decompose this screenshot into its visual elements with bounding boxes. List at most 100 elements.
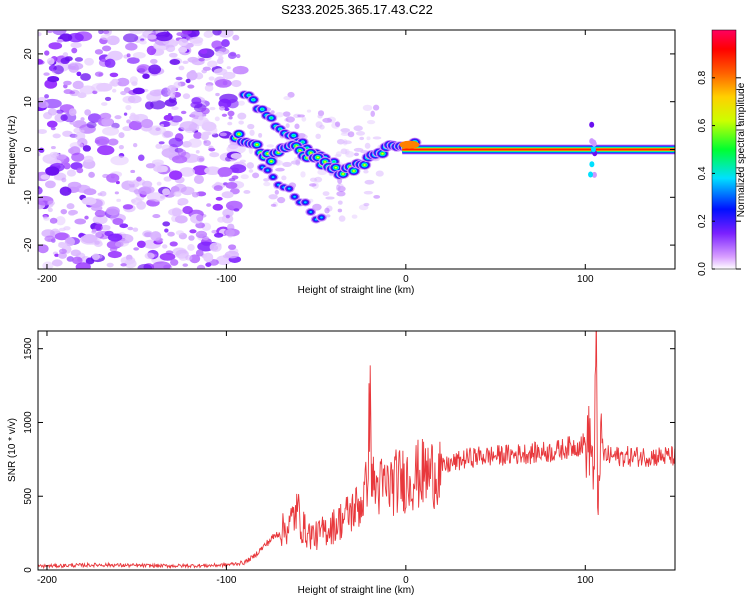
spectrogram-noise-blob [198, 57, 205, 62]
spectrogram-noise-blob [142, 73, 150, 79]
spectrogram-noise-blob [207, 60, 218, 68]
spectrogram-noise-blob [71, 47, 78, 54]
spectrogram-noise-blob [38, 100, 49, 109]
spectrogram-noise-blob [215, 51, 224, 57]
spectrogram-noise-blob [364, 142, 371, 149]
spectrogram-noise-blob [202, 66, 211, 71]
spectrogram-noise-blob [50, 146, 56, 150]
snr-line [38, 331, 675, 570]
spectrogram-noise-blob [150, 100, 166, 110]
spectrogram-noise-blob [164, 228, 169, 233]
spectrogram-noise-blob [152, 213, 161, 219]
spectrogram-noise-blob [38, 147, 45, 153]
spectrogram-signal-blob [591, 171, 597, 178]
spectrogram-noise-blob [46, 57, 55, 65]
spectrogram-noise-blob [285, 123, 290, 129]
spectrogram-signal-blob [279, 128, 282, 131]
colorbar-tick-label: 0.4 [697, 166, 708, 180]
spectrogram-noise-blob [94, 71, 104, 77]
spectrogram-noise-blob [221, 191, 234, 199]
spectrogram-noise-blob [50, 126, 56, 131]
spectrogram-noise-blob [131, 81, 138, 86]
spectrogram-noise-blob [75, 262, 91, 269]
spectrogram-noise-blob [281, 175, 287, 181]
spectrogram-noise-blob [51, 259, 63, 267]
snr-x-tick-label: -200 [37, 575, 57, 586]
spectrogram-noise-blob [109, 72, 119, 78]
spectrogram-noise-blob [101, 117, 114, 127]
spectrogram-noise-blob [149, 58, 158, 64]
spectrogram-noise-blob [233, 208, 240, 212]
spectrogram-noise-blob [73, 127, 81, 134]
spectrogram-noise-blob [208, 147, 216, 152]
spectrogram-noise-blob [227, 110, 235, 117]
spectrogram-noise-blob [355, 131, 366, 136]
spectrogram-noise-blob [76, 71, 82, 77]
spectrogram-noise-blob [136, 200, 147, 210]
spectrogram-noise-blob [238, 100, 245, 106]
spectrogram-noise-blob [193, 174, 204, 184]
spectrogram-noise-blob [315, 133, 321, 139]
spectrogram-noise-blob [187, 84, 195, 89]
spectrogram-noise-blob [91, 228, 97, 233]
snr-y-tick-label: 500 [23, 487, 34, 504]
spectrogram-noise-blob [137, 65, 148, 73]
colorbar-ticks: 0.0 0.2 0.4 0.6 0.8 [697, 70, 741, 276]
spectrogram-noise-blob [208, 126, 218, 135]
spectrogram-noise-blob [174, 215, 188, 224]
spectrogram-noise-blob [222, 71, 236, 80]
spectrogram-noise-blob [91, 82, 109, 92]
spectrogram-noise-blob [71, 256, 83, 265]
spectrogram-noise-blob [195, 230, 208, 239]
spectrogram-noise-blob [136, 240, 146, 249]
spectrogram-noise-blob [101, 102, 108, 106]
spectrogram-noise-blob [44, 235, 56, 242]
spectrogram-noise-blob [132, 51, 146, 59]
spectrogram-noise-blob [149, 89, 163, 97]
spectrogram-noise-blob [140, 118, 154, 129]
spectrogram-noise-blob [249, 129, 255, 136]
spectrogram-noise-blob [53, 65, 64, 75]
spectrogram-signal-blob [591, 140, 597, 147]
spectrogram-noise-blob [46, 120, 58, 128]
spectrogram-noise-blob [126, 53, 131, 58]
spectrogram-noise-blob [193, 131, 203, 140]
spectrogram-noise-blob [102, 30, 110, 35]
spectrogram-noise-blob [199, 49, 208, 54]
spectrogram-noise-blob [87, 113, 102, 123]
spectrogram-noise-blob [43, 72, 50, 76]
spectrogram-noise-blob [118, 132, 125, 139]
spectrogram-noise-blob [55, 216, 66, 226]
spectrogram-x-tick-label: 0 [403, 274, 409, 285]
spectrogram-noise-blob [52, 30, 67, 36]
spectrogram-noise-blob [168, 96, 177, 103]
spectrogram-noise-blob [64, 237, 76, 247]
spectrogram-noise-blob [237, 112, 247, 120]
spectrogram-y-tick-label: -20 [23, 237, 34, 252]
spectrogram-noise-blob [335, 151, 342, 157]
spectrogram-noise-blob [47, 108, 58, 116]
spectrogram-noise-blob [258, 132, 263, 138]
spectrogram-noise-blob [225, 182, 238, 189]
spectrogram-noise-blob [56, 38, 64, 43]
spectrogram-noise-blob [168, 52, 178, 58]
snr-frame [37, 330, 676, 571]
spectrogram-signal-blob [309, 210, 313, 213]
spectrogram-noise-blob [177, 38, 189, 47]
spectrogram-noise-blob [180, 186, 195, 196]
spectrogram-noise-blob [213, 232, 224, 238]
spectrogram-noise-blob [147, 125, 166, 135]
spectrogram-noise-blob [68, 108, 77, 116]
spectrogram-noise-blob [130, 198, 136, 203]
spectrogram-noise-blob [109, 247, 118, 252]
spectrogram-noise-blob [312, 203, 322, 211]
spectrogram-noise-blob [274, 189, 279, 195]
spectrogram-noise-blob [178, 47, 188, 53]
spectrogram-noise-blob [204, 84, 214, 92]
spectrogram-noise-blob [148, 64, 162, 75]
spectrogram-noise-blob [80, 117, 85, 122]
spectrogram-noise-blob [40, 174, 50, 180]
spectrogram-noise-blob [217, 216, 225, 223]
spectrogram-noise-blob [118, 144, 124, 150]
spectrogram-noise-blob [129, 30, 144, 35]
